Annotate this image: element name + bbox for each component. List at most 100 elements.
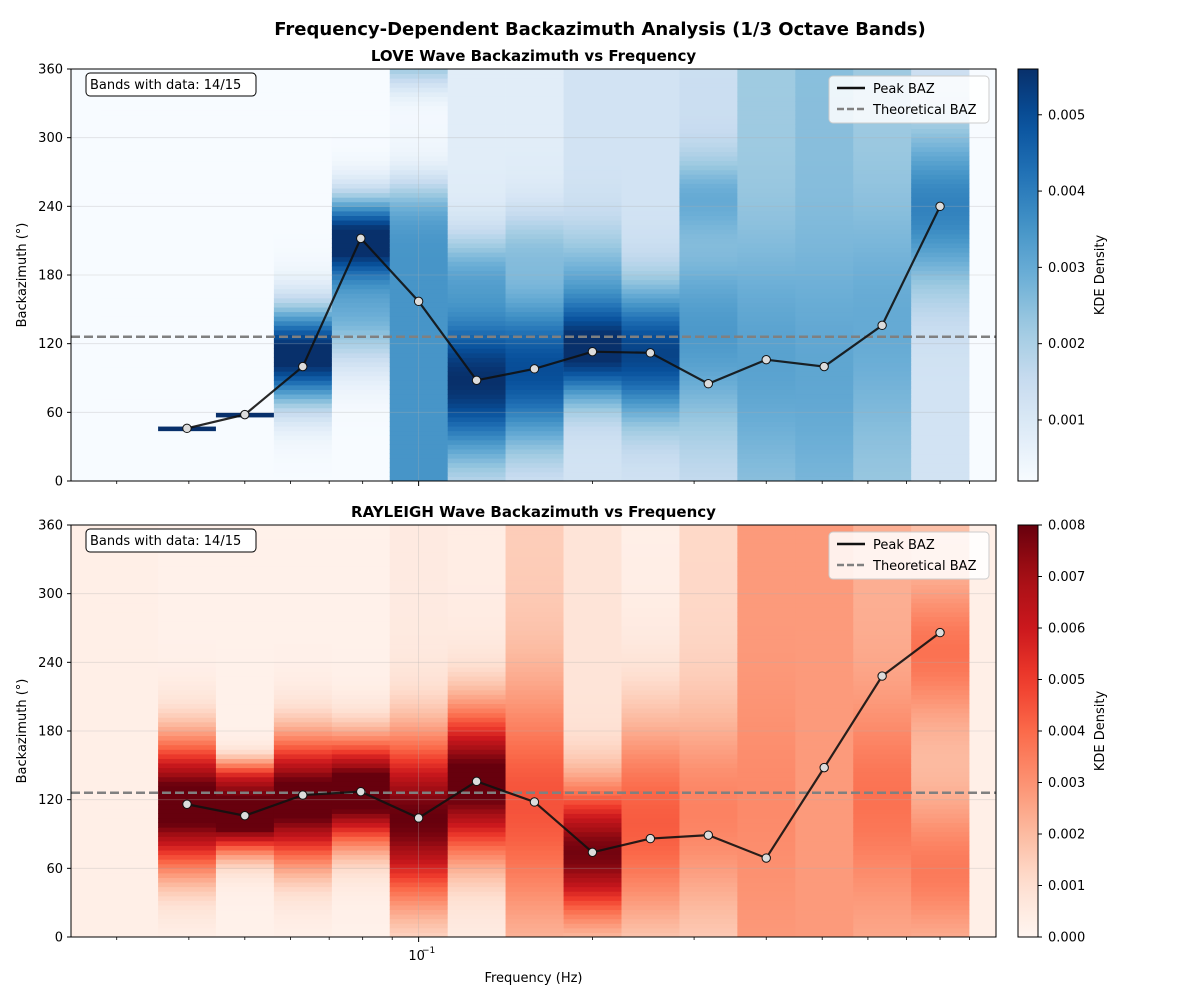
heatmap-cell <box>795 375 854 381</box>
heatmap-cell <box>215 799 275 805</box>
heatmap-cell <box>621 220 680 226</box>
heatmap-cell <box>447 284 506 290</box>
heatmap-cell <box>795 394 854 400</box>
heatmap-cell <box>100 753 159 759</box>
heatmap-cell <box>853 142 912 148</box>
heatmap-cell <box>331 293 391 299</box>
heatmap-cell <box>447 859 506 865</box>
heatmap-cell <box>679 840 738 846</box>
heatmap-cell <box>679 407 738 413</box>
heatmap-cell <box>331 616 391 622</box>
heatmap-cell <box>273 621 333 627</box>
heatmap-cell <box>563 758 622 764</box>
peak-baz-point <box>703 830 714 840</box>
heatmap-cell <box>853 155 912 162</box>
heatmap-cell <box>737 836 796 842</box>
heatmap-cell <box>563 210 622 216</box>
heatmap-cell <box>795 101 854 107</box>
heatmap-cell <box>911 808 970 814</box>
heatmap-cell <box>563 439 622 445</box>
heatmap-cell <box>273 316 333 322</box>
heatmap-cell <box>621 146 680 152</box>
heatmap-cell <box>331 850 391 856</box>
heatmap-cell <box>331 813 391 819</box>
heatmap-cell <box>737 123 796 130</box>
heatmap-cell <box>621 685 680 691</box>
heatmap-cell <box>100 151 159 157</box>
heatmap-cell <box>911 685 970 691</box>
heatmap-cell <box>795 534 854 540</box>
heatmap-cell <box>389 293 448 299</box>
heatmap-cell <box>100 206 159 212</box>
heatmap-cell <box>447 247 506 253</box>
heatmap-cell <box>100 430 159 436</box>
heatmap-cell <box>273 307 333 313</box>
heatmap-cell <box>273 607 333 613</box>
heatmap-cell <box>563 657 622 663</box>
heatmap-cell <box>505 416 564 422</box>
heatmap-cell <box>100 813 159 819</box>
heatmap-cell <box>447 909 506 915</box>
heatmap-cell <box>621 467 680 473</box>
heatmap-cell <box>505 128 564 134</box>
heatmap-cell <box>158 439 217 445</box>
heatmap-cell <box>158 366 217 372</box>
heatmap-cell <box>621 357 680 363</box>
heatmap-cell <box>737 252 796 258</box>
peak-baz-point <box>182 423 192 434</box>
heatmap-cell <box>447 78 506 84</box>
heatmap-cell <box>389 348 448 354</box>
heatmap-cell <box>737 932 796 937</box>
heatmap-cell <box>737 229 796 235</box>
heatmap-cell <box>447 229 506 235</box>
heatmap-cell <box>331 566 391 572</box>
heatmap-cell <box>563 114 622 120</box>
heatmap-cell <box>795 252 854 258</box>
heatmap-cell <box>447 233 506 239</box>
heatmap-cell <box>100 854 159 860</box>
heatmap-cell <box>621 224 680 230</box>
heatmap-cell <box>389 836 448 842</box>
heatmap-cell <box>331 320 391 326</box>
heatmap-cell <box>505 178 564 184</box>
heatmap-cell <box>100 900 159 906</box>
heatmap-cell <box>737 133 796 139</box>
heatmap-cell <box>737 863 796 869</box>
heatmap-cell <box>215 877 275 883</box>
heatmap-cell <box>795 448 854 455</box>
heatmap-cell <box>621 302 680 308</box>
heatmap-cell <box>911 598 970 604</box>
heatmap-cell <box>737 91 796 97</box>
heatmap-cell <box>331 444 391 450</box>
heatmap-cell <box>505 320 564 326</box>
heatmap-cell <box>331 366 391 372</box>
heatmap-cell <box>273 458 333 464</box>
heatmap-cell <box>621 261 680 267</box>
colorbar-tick-label: 0.004 <box>1048 725 1085 740</box>
heatmap-cell <box>100 288 159 294</box>
heatmap-cell <box>737 900 796 906</box>
heatmap-cell <box>563 616 622 622</box>
heatmap-cell <box>389 648 448 654</box>
heatmap-cell <box>331 689 391 695</box>
heatmap-cell <box>331 712 391 718</box>
heatmap-cell <box>911 781 970 787</box>
heatmap-cell <box>100 781 159 787</box>
heatmap-cell <box>273 448 333 455</box>
heatmap-cell <box>911 882 970 888</box>
heatmap-cell <box>273 73 333 79</box>
heatmap-cell <box>331 101 391 107</box>
colorbar-tick-label: 0.002 <box>1048 337 1085 352</box>
heatmap-cell <box>679 621 738 627</box>
heatmap-cell <box>100 435 159 441</box>
heatmap-cell <box>389 708 448 714</box>
heatmap-cell <box>273 685 333 691</box>
heatmap-cell <box>215 703 275 709</box>
heatmap-cell <box>563 366 622 372</box>
heatmap-cell <box>679 914 738 920</box>
heatmap-cell <box>158 785 217 792</box>
heatmap-cell <box>100 525 159 531</box>
heatmap-cell <box>795 476 854 481</box>
heatmap-cell <box>331 197 391 203</box>
heatmap-cell <box>737 671 796 677</box>
